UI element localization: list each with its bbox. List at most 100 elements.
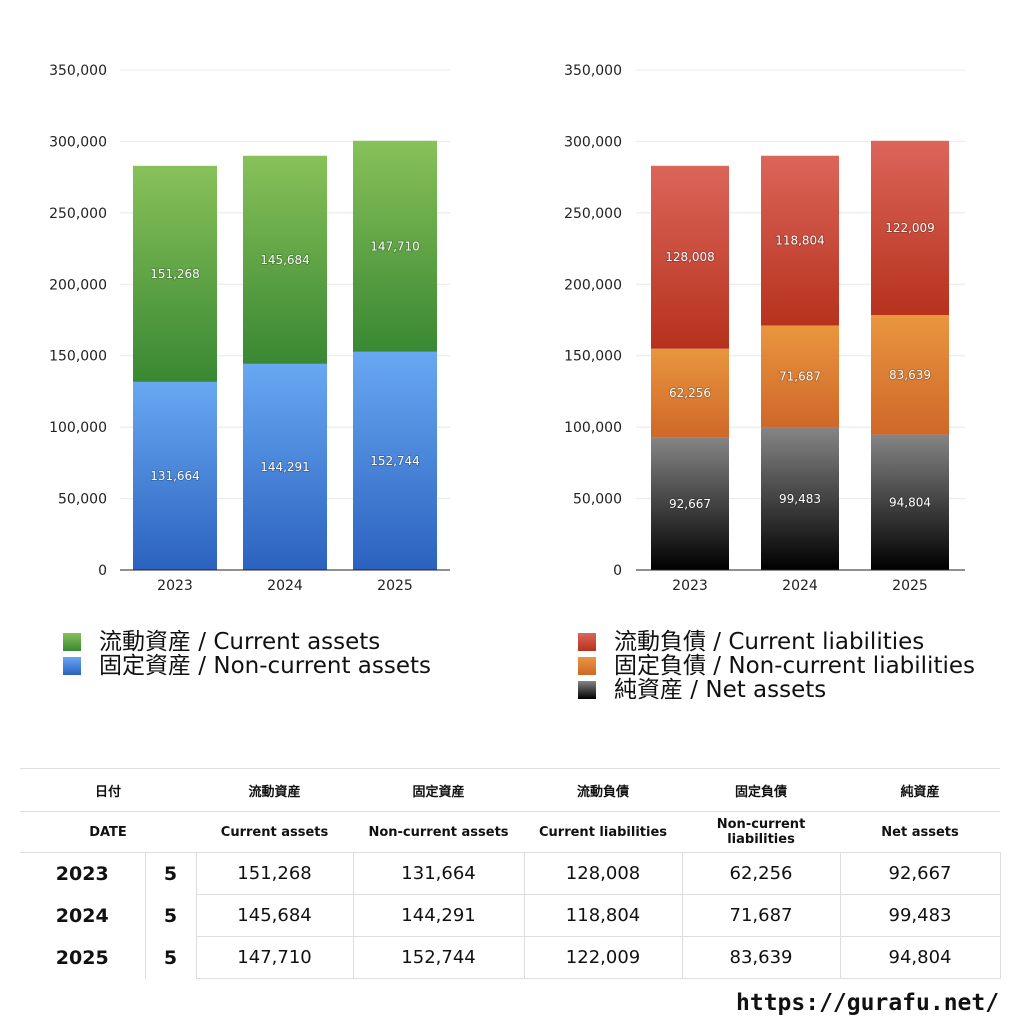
bar-segment [353, 140, 437, 352]
data-label: 131,664 [150, 469, 200, 483]
header-cell: 固定資産 [353, 768, 525, 812]
data-label: 83,639 [889, 368, 931, 382]
y-tick-label: 100,000 [564, 420, 622, 436]
legend-item-current-assets: 流動資産 / Current assets [63, 630, 431, 654]
value-cell: 92,667 [839, 852, 1001, 895]
table-row: 2023 5 151,268 131,664 128,008 62,256 92… [20, 852, 1001, 895]
bar-segment [871, 315, 949, 435]
bar-segment [761, 155, 839, 326]
x-tick-label: 2025 [377, 578, 413, 594]
x-tick-label: 2025 [892, 578, 928, 594]
y-tick-label: 150,000 [564, 349, 622, 365]
data-label: 147,710 [370, 239, 420, 253]
legend-swatch [578, 681, 596, 699]
y-tick-label: 250,000 [564, 206, 622, 222]
y-tick-label: 300,000 [564, 134, 622, 150]
x-tick-label: 2024 [267, 578, 303, 594]
charts: 0 50,000 100,000 150,000 200,000 250,000 300,0… [49, 63, 965, 594]
header-cell: Net assets [840, 811, 1001, 853]
legend-item-current-liabilities: 流動負債 / Current liabilities [578, 630, 975, 654]
bar-segment [871, 140, 949, 316]
value-cell: 131,664 [352, 852, 525, 895]
legend-label: 純資産 / Net assets [614, 677, 827, 703]
month-cell: 5 [144, 894, 197, 937]
value-cell: 152,744 [352, 936, 525, 979]
header-cell: 固定負債 [682, 768, 841, 812]
legend-swatch [578, 657, 596, 675]
x-tick-label: 2024 [782, 578, 818, 594]
header-cell: Current liabilities [524, 811, 683, 853]
footer-url[interactable]: https://gurafu.net/ [736, 990, 1000, 1016]
month-cell: 5 [144, 852, 197, 895]
legend-item-non-current-assets: 固定資産 / Non-current assets [63, 654, 431, 678]
data-label: 144,291 [260, 460, 310, 474]
value-cell: 94,804 [839, 936, 1001, 979]
value-cell: 122,009 [523, 936, 683, 979]
table-row: 2025 5 147,710 152,744 122,009 83,639 94… [20, 936, 1001, 979]
legend-item-non-current-liabilities: 固定負債 / Non-current liabilities [578, 654, 975, 678]
data-label: 145,684 [260, 253, 310, 267]
y-tick-label: 0 [613, 563, 622, 579]
value-cell: 83,639 [681, 936, 841, 979]
y-tick-label: 50,000 [573, 492, 622, 508]
value-cell: 128,008 [523, 852, 683, 895]
month-cell: 5 [144, 936, 197, 979]
header-cell: 純資産 [840, 768, 1001, 812]
bar-segment [871, 434, 949, 570]
value-cell: 147,710 [195, 936, 354, 979]
data-label: 92,667 [669, 497, 711, 511]
bar-segment [133, 381, 217, 570]
data-label: 71,687 [779, 370, 821, 384]
data-label: 122,009 [885, 221, 935, 235]
year-cell: 2023 [20, 852, 146, 895]
legend-label: 固定負債 / Non-current liabilities [614, 653, 975, 679]
header-cell: Non-current assets [353, 811, 525, 853]
y-tick-label: 250,000 [49, 206, 107, 222]
data-label: 99,483 [779, 492, 821, 506]
legend-left: 流動資産 / Current assets 固定資産 / Non-current… [63, 630, 431, 678]
y-tick-label: 50,000 [58, 492, 107, 508]
value-cell: 144,291 [352, 894, 525, 937]
header-date-jp: 日付 [20, 768, 197, 812]
bar-segment [133, 165, 217, 382]
value-cell: 118,804 [523, 894, 683, 937]
bar-segment [761, 427, 839, 570]
value-cell: 99,483 [839, 894, 1001, 937]
legend-swatch [63, 657, 81, 675]
year-cell: 2024 [20, 894, 146, 937]
legend-right: 流動負債 / Current liabilities 固定負債 / Non-cu… [578, 630, 975, 702]
table-header-jp: 日付 流動資産 固定資産 流動負債 固定負債 純資産 [20, 768, 1001, 812]
y-tick-label: 350,000 [564, 63, 622, 79]
data-label: 152,744 [370, 454, 420, 468]
x-tick-label: 2023 [157, 578, 193, 594]
value-cell: 151,268 [195, 852, 354, 895]
legend-label: 固定資産 / Non-current assets [99, 653, 432, 679]
value-cell: 145,684 [195, 894, 354, 937]
header-date-en: DATE [20, 811, 197, 853]
chart-0: 0 50,000 100,000 150,000 200,000 250,000 300,0… [49, 63, 450, 594]
legend-swatch [63, 633, 81, 651]
legend-swatch [578, 633, 596, 651]
header-cell: 流動資産 [196, 768, 354, 812]
legend-label: 流動資産 / Current assets [99, 629, 381, 655]
bar-segment [243, 363, 327, 570]
data-label: 94,804 [889, 495, 931, 509]
table-header-en: DATE Current assets Non-current assets C… [20, 811, 1001, 853]
legend-label: 流動負債 / Current liabilities [614, 629, 925, 655]
header-cell: Current assets [196, 811, 354, 853]
y-tick-label: 200,000 [49, 277, 107, 293]
x-tick-label: 2023 [672, 578, 708, 594]
bar-segment [651, 348, 729, 438]
year-cell: 2025 [20, 936, 146, 979]
y-tick-label: 350,000 [49, 63, 107, 79]
bar-segment [651, 437, 729, 570]
bar-segment [353, 351, 437, 570]
data-label: 62,256 [669, 386, 711, 400]
value-cell: 62,256 [681, 852, 841, 895]
data-label: 118,804 [775, 234, 825, 248]
y-tick-label: 200,000 [564, 277, 622, 293]
y-tick-label: 100,000 [49, 420, 107, 436]
bar-segment [243, 155, 327, 364]
y-tick-label: 300,000 [49, 134, 107, 150]
bar-segment [651, 165, 729, 349]
